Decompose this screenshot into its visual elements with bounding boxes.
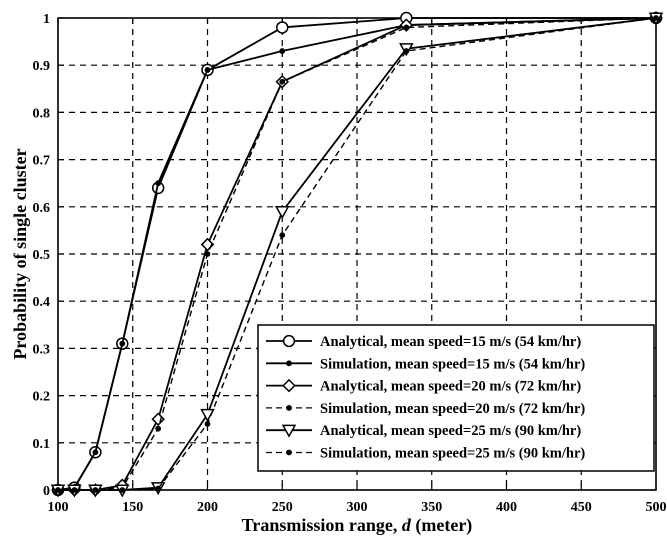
y-tick-label: 0.2 bbox=[33, 390, 51, 405]
legend-marker-4 bbox=[286, 404, 292, 411]
legend-marker-5 bbox=[281, 424, 297, 438]
series-4-point bbox=[204, 251, 211, 257]
legend-item-5: Analytical, mean speed=25 m/s (90 km/hr) bbox=[266, 423, 581, 439]
legend-layer: Analytical, mean speed=15 m/s (54 km/hr)… bbox=[257, 324, 655, 472]
series-2-point bbox=[119, 340, 126, 347]
series-6-point bbox=[92, 487, 99, 493]
legend-item-2: Simulation, mean speed=15 m/s (54 km/hr) bbox=[266, 356, 585, 372]
y-tick-label: 0 bbox=[43, 484, 50, 499]
legend-label-4: Simulation, mean speed=20 m/s (72 km/hr) bbox=[320, 401, 585, 417]
series-4-point bbox=[403, 24, 410, 31]
series-5-point bbox=[274, 205, 290, 220]
legend-label-3: Analytical, mean speed=20 m/s (72 km/hr) bbox=[320, 379, 581, 395]
series-6-point bbox=[55, 487, 61, 493]
x-tick-label: 300 bbox=[347, 500, 368, 515]
series-6-point bbox=[279, 232, 286, 239]
legend-box bbox=[257, 324, 655, 472]
y-tick-label: 0.4 bbox=[33, 295, 51, 310]
x-axis-label: Transmission range, d (meter) bbox=[242, 515, 473, 536]
legend-item-4: Simulation, mean speed=20 m/s (72 km/hr) bbox=[266, 401, 585, 417]
legend-label-1: Analytical, mean speed=15 m/s (54 km/hr) bbox=[320, 334, 581, 350]
legend-label-5: Analytical, mean speed=25 m/s (90 km/hr) bbox=[320, 423, 581, 439]
y-tick-label: 0.3 bbox=[33, 342, 51, 357]
series-2-point bbox=[279, 48, 286, 54]
y-tick-label: 1 bbox=[43, 12, 50, 27]
legend-marker-6 bbox=[286, 449, 292, 456]
x-tick-label: 350 bbox=[421, 500, 442, 515]
y-tick-label: 0.8 bbox=[33, 106, 51, 121]
x-tick-label: 400 bbox=[496, 500, 517, 515]
series-2-point bbox=[92, 449, 99, 456]
x-tick-label: 100 bbox=[48, 500, 69, 515]
y-tick-label: 0.1 bbox=[33, 437, 51, 452]
x-tick-label: 200 bbox=[197, 500, 218, 515]
series-6-point bbox=[653, 15, 659, 21]
series-6-point bbox=[204, 421, 211, 427]
series-4-point bbox=[279, 78, 286, 85]
legend-marker-2 bbox=[286, 360, 292, 367]
legend-marker-3 bbox=[282, 378, 296, 393]
series-6-simulation-mean-speed-25-m-s-90-km-hr bbox=[55, 15, 659, 493]
legend-label-2: Simulation, mean speed=15 m/s (54 km/hr) bbox=[320, 356, 585, 372]
text-layer: 100 150 200 250 300 350 400 450 500 0 0.1 0.2 0.3 0.4… bbox=[10, 12, 667, 536]
x-tick-label: 450 bbox=[571, 500, 592, 515]
series-6-point bbox=[155, 485, 162, 492]
series-6-point bbox=[71, 487, 78, 493]
x-tick-label: 150 bbox=[122, 500, 143, 515]
y-tick-label: 0.6 bbox=[33, 201, 51, 216]
y-axis-label: Probability of single cluster bbox=[10, 148, 30, 359]
legend-item-3: Analytical, mean speed=20 m/s (72 km/hr) bbox=[266, 379, 581, 395]
series-4-point bbox=[155, 425, 162, 432]
x-tick-label: 250 bbox=[272, 500, 293, 515]
y-tick-label: 0.5 bbox=[33, 248, 51, 263]
legend-item-6: Simulation, mean speed=25 m/s (90 km/hr) bbox=[266, 446, 585, 462]
series-1-point bbox=[276, 21, 289, 34]
y-tick-label: 0.9 bbox=[33, 59, 51, 74]
series-3-point bbox=[151, 412, 165, 426]
legend-label-6: Simulation, mean speed=25 m/s (90 km/hr) bbox=[320, 446, 585, 462]
series-3-point bbox=[200, 237, 215, 252]
series-6-point bbox=[119, 487, 126, 493]
legend-item-1: Analytical, mean speed=15 m/s (54 km/hr) bbox=[266, 334, 581, 350]
series-2-point bbox=[155, 180, 162, 187]
legend-marker-1 bbox=[282, 334, 296, 348]
series-layer bbox=[50, 11, 664, 498]
x-tick-label: 500 bbox=[646, 500, 667, 515]
series-2-point bbox=[204, 67, 211, 73]
y-tick-label: 0.7 bbox=[33, 154, 51, 169]
series-6-point bbox=[403, 48, 410, 54]
